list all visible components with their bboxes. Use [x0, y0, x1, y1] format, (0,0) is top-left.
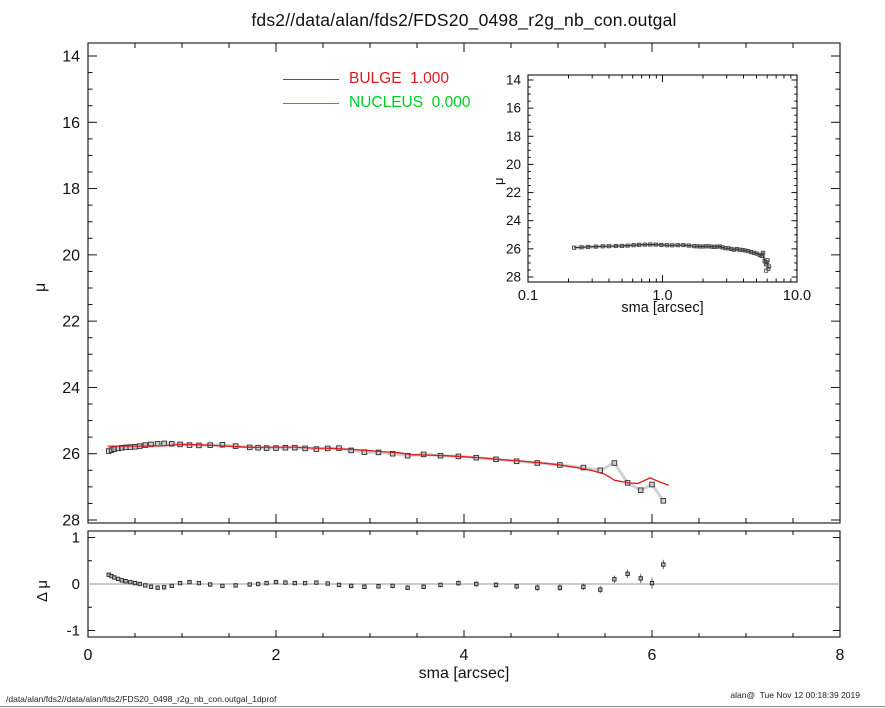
footer-user-timestamp: alan@ Tue Nov 12 00:18:39 2019 [730, 690, 860, 700]
svg-text:20: 20 [506, 157, 521, 172]
svg-text:10.0: 10.0 [783, 288, 811, 304]
svg-text:28: 28 [62, 513, 80, 530]
svg-text:14: 14 [506, 73, 522, 88]
plot-title: fds2//data/alan/fds2/FDS20_0498_r2g_nb_c… [251, 10, 677, 30]
main-x-axis-title: sma [arcsec] [418, 665, 510, 682]
svg-text:14: 14 [62, 49, 80, 66]
window-bottom-edge [0, 706, 885, 707]
svg-text:6: 6 [648, 647, 657, 664]
svg-text:26: 26 [506, 241, 521, 256]
main-y-axis-title: μ [32, 282, 49, 292]
svg-text:20: 20 [62, 247, 80, 264]
residual-y-axis-title: Δ μ [34, 579, 51, 602]
svg-text:8: 8 [836, 647, 845, 664]
svg-text:22: 22 [506, 185, 521, 200]
legend-item-nucleus: NUCLEUS 0.000 [283, 94, 470, 112]
svg-text:26: 26 [62, 446, 80, 463]
inset-x-axis-title: sma [arcsec] [621, 300, 704, 316]
svg-text:-1: -1 [67, 623, 80, 640]
svg-text:24: 24 [506, 213, 522, 228]
svg-text:2: 2 [272, 647, 281, 664]
svg-text:28: 28 [506, 270, 521, 285]
svg-text:1.0: 1.0 [652, 288, 672, 304]
svg-text:18: 18 [62, 181, 80, 198]
svg-text:18: 18 [506, 129, 521, 144]
svg-text:0: 0 [72, 576, 80, 593]
legend-item-bulge: BULGE 1.000 [283, 70, 449, 88]
footer-file-path: /data/alan/fds2//data/alan/fds2/FDS20_04… [6, 694, 277, 704]
bulge-line-sample [283, 78, 339, 80]
nucleus-legend-label: NUCLEUS 0.000 [349, 94, 471, 111]
inset-y-axis-title: μ [491, 177, 506, 186]
svg-text:22: 22 [62, 314, 80, 331]
svg-text:24: 24 [62, 380, 80, 397]
svg-text:4: 4 [460, 647, 469, 664]
nucleus-line-sample [283, 102, 339, 104]
svg-text:16: 16 [62, 115, 80, 132]
bulge-legend-label: BULGE 1.000 [349, 70, 449, 87]
svg-text:0: 0 [84, 647, 93, 664]
svg-text:16: 16 [506, 101, 521, 116]
svg-text:0.1: 0.1 [518, 288, 538, 304]
svg-text:1: 1 [72, 530, 80, 547]
